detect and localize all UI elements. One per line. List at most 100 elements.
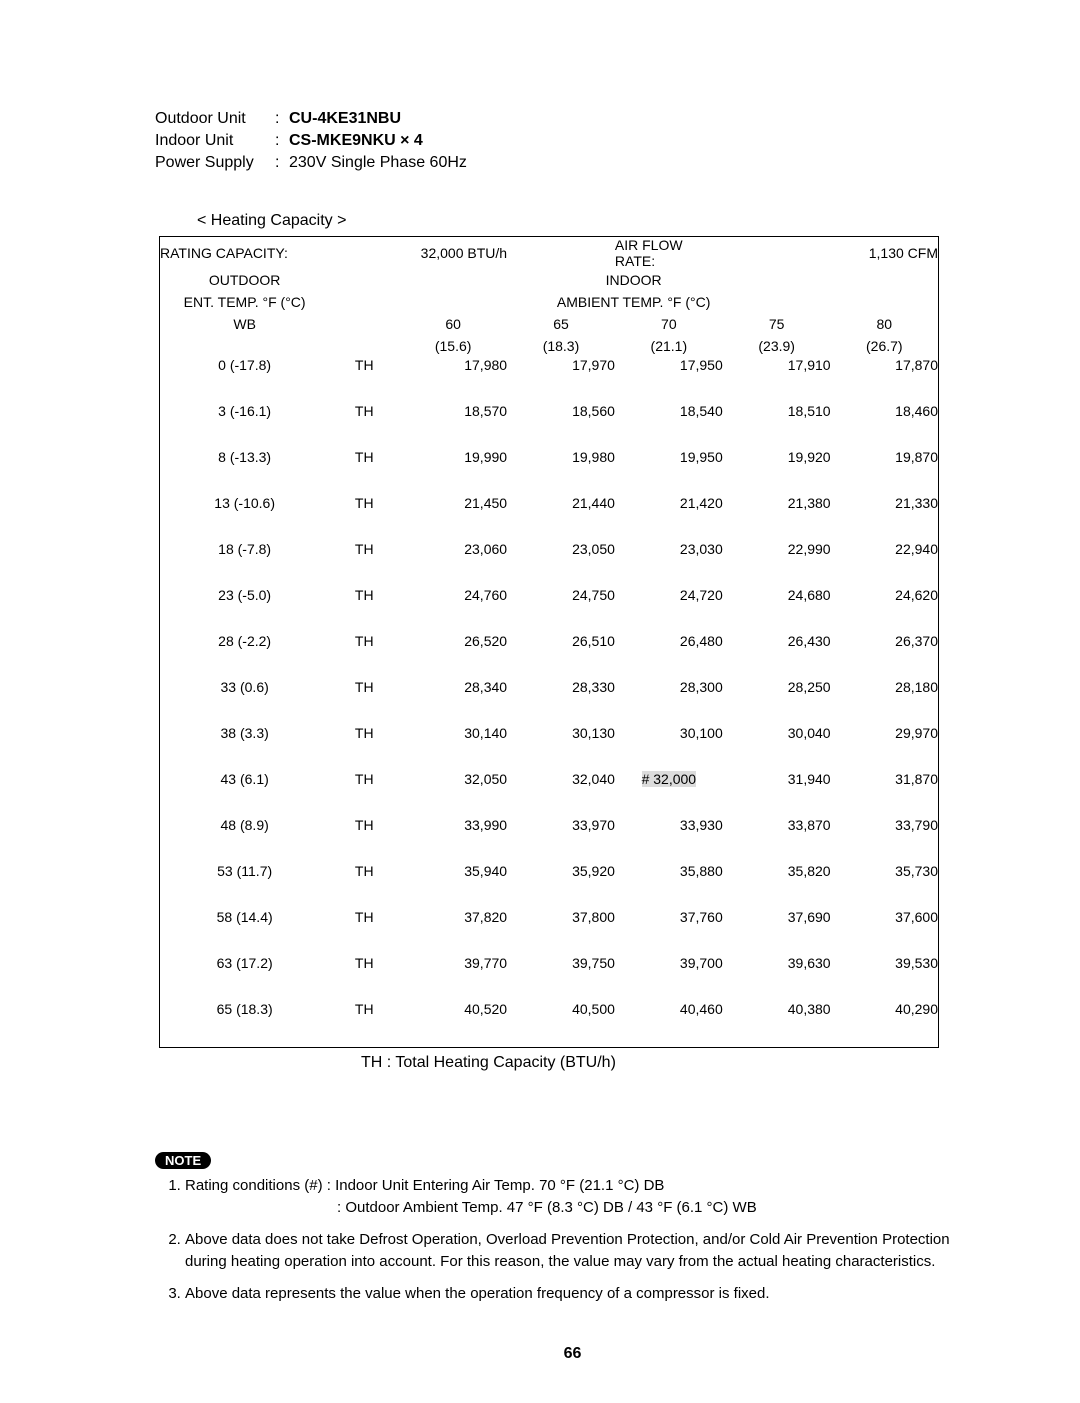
value-cell: 21,380 — [723, 495, 831, 541]
value-cell: 22,940 — [831, 541, 939, 587]
value-cell: 37,800 — [507, 909, 615, 955]
indoor-unit-value: CS-MKE9NKU × 4 — [289, 132, 423, 150]
table-row: 0 (-17.8)TH17,98017,97017,95017,91017,87… — [160, 357, 939, 403]
rating-capacity-value: 32,000 — [421, 245, 464, 261]
value-cell: 32,040 — [507, 771, 615, 817]
th-cell: TH — [329, 817, 399, 863]
th-cell: TH — [329, 587, 399, 633]
air-flow-value: 1,130 — [869, 245, 904, 261]
th-cell: TH — [329, 403, 399, 449]
col-head-4-f: 80 — [831, 313, 939, 335]
value-cell: 40,460 — [615, 1001, 723, 1048]
rating-capacity-unit: BTU/h — [467, 245, 507, 261]
value-cell: 26,480 — [615, 633, 723, 679]
ent-temp-header: ENT. TEMP. °F (°C) — [160, 291, 330, 313]
value-cell: 26,430 — [723, 633, 831, 679]
wb-cell: 0 (-17.8) — [160, 357, 330, 403]
value-cell: 33,970 — [507, 817, 615, 863]
wb-cell: 65 (18.3) — [160, 1001, 330, 1048]
value-cell: 19,920 — [723, 449, 831, 495]
wb-cell: 8 (-13.3) — [160, 449, 330, 495]
wb-cell: 38 (3.3) — [160, 725, 330, 771]
col-head-2-c: (21.1) — [615, 335, 723, 357]
value-cell: 24,720 — [615, 587, 723, 633]
value-cell: 18,540 — [615, 403, 723, 449]
value-cell: 21,420 — [615, 495, 723, 541]
value-cell: 26,520 — [399, 633, 507, 679]
th-cell: TH — [329, 909, 399, 955]
value-cell: 23,050 — [507, 541, 615, 587]
value-cell: 35,940 — [399, 863, 507, 909]
value-cell: 18,460 — [831, 403, 939, 449]
th-cell: TH — [329, 495, 399, 541]
wb-cell: 13 (-10.6) — [160, 495, 330, 541]
col-head-0-c: (15.6) — [399, 335, 507, 357]
power-supply-label: Power Supply — [155, 154, 275, 172]
th-cell: TH — [329, 725, 399, 771]
value-cell: 18,510 — [723, 403, 831, 449]
page-number: 66 — [155, 1345, 990, 1363]
wb-cell: 53 (11.7) — [160, 863, 330, 909]
outdoor-header: OUTDOOR — [160, 269, 330, 291]
value-cell: 23,060 — [399, 541, 507, 587]
value-cell: 39,530 — [831, 955, 939, 1001]
value-cell: 31,870 — [831, 771, 939, 817]
wb-cell: 23 (-5.0) — [160, 587, 330, 633]
wb-cell: 43 (6.1) — [160, 771, 330, 817]
section-title: < Heating Capacity > — [197, 212, 990, 230]
value-cell: 33,990 — [399, 817, 507, 863]
note-1: Rating conditions (#) : Indoor Unit Ente… — [185, 1175, 990, 1219]
value-cell: 17,970 — [507, 357, 615, 403]
value-cell: 28,300 — [615, 679, 723, 725]
note-1a: Rating conditions (#) : Indoor Unit Ente… — [185, 1177, 664, 1194]
value-cell: 39,700 — [615, 955, 723, 1001]
value-cell: 24,760 — [399, 587, 507, 633]
colon: : — [275, 154, 289, 172]
value-cell: 19,950 — [615, 449, 723, 495]
value-cell: 33,930 — [615, 817, 723, 863]
note-3: Above data represents the value when the… — [185, 1283, 990, 1305]
value-cell: 30,140 — [399, 725, 507, 771]
value-cell: 40,380 — [723, 1001, 831, 1048]
indoor-header: INDOOR — [329, 269, 938, 291]
table-row: 65 (18.3)TH40,52040,50040,46040,38040,29… — [160, 1001, 939, 1048]
table-row: 3 (-16.1)TH18,57018,56018,54018,51018,46… — [160, 403, 939, 449]
table-row: 8 (-13.3)TH19,99019,98019,95019,92019,87… — [160, 449, 939, 495]
wb-cell: 28 (-2.2) — [160, 633, 330, 679]
th-cell: TH — [329, 541, 399, 587]
value-cell: 18,570 — [399, 403, 507, 449]
value-cell: 33,870 — [723, 817, 831, 863]
wb-cell: 48 (8.9) — [160, 817, 330, 863]
outdoor-unit-label: Outdoor Unit — [155, 110, 275, 128]
value-cell: 28,330 — [507, 679, 615, 725]
th-cell: TH — [329, 357, 399, 403]
note-badge: NOTE — [155, 1152, 211, 1169]
value-cell: 24,620 — [831, 587, 939, 633]
th-cell: TH — [329, 955, 399, 1001]
value-cell: 21,440 — [507, 495, 615, 541]
air-flow-label: AIR FLOW RATE: — [615, 237, 723, 270]
value-cell: 30,130 — [507, 725, 615, 771]
table-row: 28 (-2.2)TH26,52026,51026,48026,43026,37… — [160, 633, 939, 679]
table-row: 53 (11.7)TH35,94035,92035,88035,82035,73… — [160, 863, 939, 909]
rating-row: RATING CAPACITY: 32,000 BTU/h AIR FLOW R… — [160, 237, 939, 270]
th-cell: TH — [329, 771, 399, 817]
value-cell: 18,560 — [507, 403, 615, 449]
value-cell: # 32,000 — [615, 771, 723, 817]
wb-cell: 33 (0.6) — [160, 679, 330, 725]
rating-capacity-label: RATING CAPACITY: — [160, 237, 330, 270]
value-cell: 35,820 — [723, 863, 831, 909]
col-head-1-c: (18.3) — [507, 335, 615, 357]
col-head-1-f: 65 — [507, 313, 615, 335]
value-cell: 17,870 — [831, 357, 939, 403]
value-cell: 28,180 — [831, 679, 939, 725]
value-cell: 33,790 — [831, 817, 939, 863]
th-legend: TH : Total Heating Capacity (BTU/h) — [361, 1054, 990, 1072]
wb-header: WB — [160, 313, 330, 357]
table-row: 18 (-7.8)TH23,06023,05023,03022,99022,94… — [160, 541, 939, 587]
value-cell: 26,510 — [507, 633, 615, 679]
table-row: 48 (8.9)TH33,99033,97033,93033,87033,790 — [160, 817, 939, 863]
colon: : — [275, 132, 289, 150]
table-row: 23 (-5.0)TH24,76024,75024,72024,68024,62… — [160, 587, 939, 633]
colon: : — [275, 110, 289, 128]
